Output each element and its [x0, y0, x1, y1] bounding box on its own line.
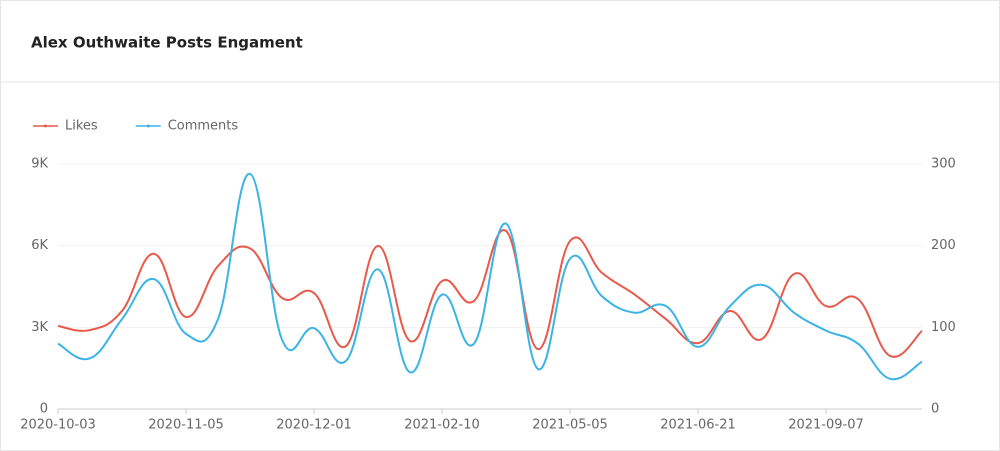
series-line [57, 229, 923, 358]
y-tick-label: 0 [40, 402, 48, 417]
series-line [57, 172, 923, 381]
legend-dot [44, 124, 47, 128]
x-tick-label: 2021-09-07 [788, 418, 864, 433]
x-tick-label: 2021-02-10 [404, 418, 480, 433]
x-tick-label: 2021-06-21 [660, 418, 736, 433]
legend-label: Comments [168, 119, 239, 134]
chart-title: Alex Outhwaite Posts Engament [31, 34, 303, 52]
y-tick-label: 6K [31, 238, 48, 253]
y-tick-label: 9K [31, 157, 48, 172]
y-tick-label: 3K [31, 320, 48, 335]
x-tick-label: 2021-05-05 [532, 418, 608, 433]
x-tick-label: 2020-11-05 [148, 418, 224, 433]
y2-tick-label: 300 [931, 157, 956, 172]
x-tick-label: 2020-10-03 [20, 418, 96, 433]
y2-tick-label: 0 [931, 402, 939, 417]
y2-tick-label: 200 [931, 238, 956, 253]
legend-dot [146, 124, 150, 128]
legend-label: Likes [65, 119, 98, 134]
y2-tick-label: 100 [931, 320, 956, 335]
x-tick-label: 2020-12-01 [276, 418, 352, 433]
